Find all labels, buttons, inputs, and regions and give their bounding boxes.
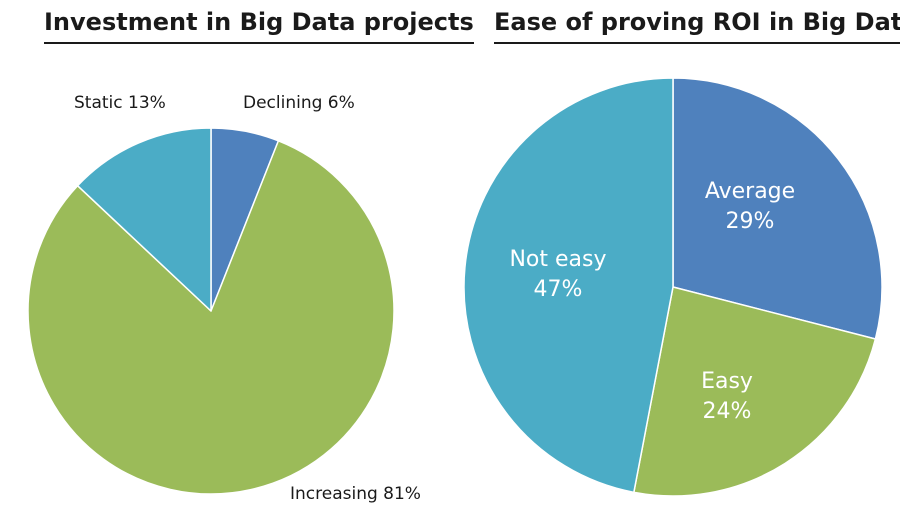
slice-label-easy: Easy: [701, 369, 753, 394]
pie-slice-easy: [633, 286, 877, 497]
pie-slice-average: [672, 77, 883, 340]
slice-label-average: Average: [705, 179, 795, 204]
pie-slice-increasing: [27, 140, 395, 495]
chart-title-investment: Investment in Big Data projects: [44, 8, 474, 44]
slice-label-static: Static 13%: [74, 93, 166, 113]
slice-label-not-easy: Not easy: [509, 247, 606, 272]
slice-value-average: 29%: [726, 209, 775, 234]
slice-label-increasing: Increasing 81%: [290, 484, 421, 504]
slice-value-not-easy: 47%: [534, 277, 583, 302]
slice-label-declining: Declining 6%: [243, 93, 355, 113]
chart-title-roi: Ease of proving ROI in Big Data: [494, 8, 900, 44]
slice-value-easy: 24%: [703, 399, 752, 424]
pie-slice-static: [76, 127, 212, 312]
pie-slice-not-easy: [463, 77, 674, 494]
